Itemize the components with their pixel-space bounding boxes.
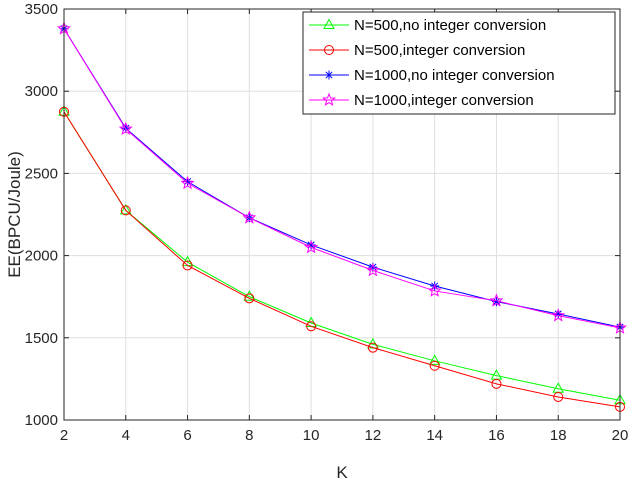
- data-point: [306, 240, 316, 250]
- series-line: [63, 111, 621, 401]
- data-point: [553, 309, 563, 319]
- data-point: [119, 203, 132, 215]
- data-point: [306, 321, 317, 332]
- data-point: [304, 240, 319, 254]
- data-point: [427, 283, 442, 297]
- x-tick-label: 2: [60, 427, 68, 444]
- y-axis-label: EE(BPCU/Joule): [5, 151, 24, 278]
- data-point: [118, 121, 133, 135]
- series-line: [63, 111, 621, 408]
- data-point: [553, 391, 564, 402]
- x-tick-labels: 2 4 6 8 10 12 14 16 18 20: [60, 427, 629, 444]
- data-point: [243, 290, 256, 301]
- data-point: [551, 308, 566, 322]
- data-point: [368, 262, 378, 272]
- x-tick-label: 20: [612, 427, 629, 444]
- data-point: [182, 260, 193, 271]
- legend-label: N=500,no integer conversion: [354, 17, 546, 34]
- data-point: [183, 177, 193, 187]
- x-tick-label: 14: [426, 427, 443, 444]
- series: [56, 21, 628, 334]
- x-tick-label: 12: [365, 427, 382, 444]
- legend-label: N=1000,no integer conversion: [354, 67, 555, 84]
- y-tick-labels: 1000 1500 2000 2500 3000 3500: [25, 1, 58, 429]
- x-tick-label: 16: [488, 427, 505, 444]
- legend-item: N=500,no integer conversion: [309, 17, 546, 34]
- y-tick-label: 3000: [25, 83, 58, 100]
- x-tick-label: 8: [245, 427, 253, 444]
- y-tick-label: 2500: [25, 165, 58, 182]
- y-tick-label: 3500: [25, 1, 58, 18]
- y-tick-label: 2000: [25, 248, 58, 265]
- x-tick-label: 18: [550, 427, 567, 444]
- legend-label: N=1000,integer conversion: [354, 92, 534, 109]
- data-point: [491, 378, 502, 389]
- legend-marker: [321, 92, 337, 106]
- data-point: [244, 293, 255, 304]
- data-point: [491, 297, 501, 307]
- legend-marker: [323, 18, 335, 29]
- data-point: [428, 354, 441, 365]
- data-point: [429, 360, 440, 371]
- y-tick-label: 1000: [25, 412, 58, 429]
- legend-item: N=1000,integer conversion: [309, 92, 534, 109]
- series-group: [56, 21, 628, 412]
- legend-item: N=1000,no integer conversion: [309, 67, 555, 84]
- x-tick-label: 10: [303, 427, 320, 444]
- data-point: [489, 293, 504, 307]
- y-tick-label: 1500: [25, 330, 58, 347]
- x-tick-label: 6: [183, 427, 191, 444]
- plot-border: [63, 8, 621, 421]
- data-point: [120, 205, 131, 216]
- legend-box: [302, 11, 616, 115]
- data-point: [365, 263, 380, 277]
- legend-item: N=500,integer conversion: [309, 42, 525, 59]
- data-point: [367, 342, 378, 353]
- legend: N=500,no integer conversion N=500,integer…: [302, 11, 616, 115]
- legend-marker: [324, 70, 334, 80]
- legend-label: N=500,integer conversion: [354, 42, 525, 59]
- x-axis-label: K: [336, 463, 348, 482]
- series-line: [63, 28, 621, 329]
- legend-marker: [324, 45, 334, 55]
- data-point: [242, 210, 257, 224]
- data-point: [180, 175, 195, 190]
- x-tick-label: 4: [122, 427, 130, 444]
